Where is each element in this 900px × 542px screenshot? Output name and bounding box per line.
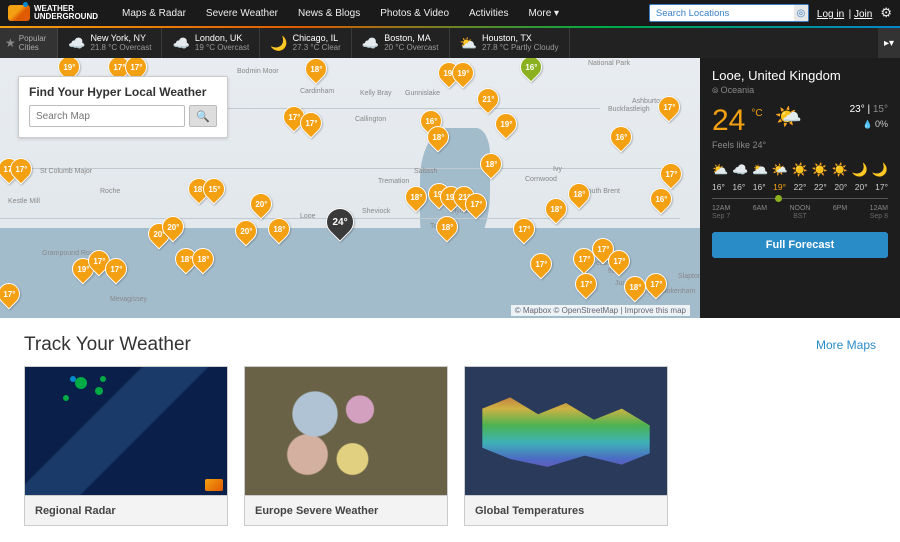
- map-attribution: © Mapbox © OpenStreetMap | Improve this …: [511, 305, 690, 316]
- city-houston-tx[interactable]: ⛅Houston, TX27.8 °C Partly Cloudy: [450, 28, 570, 58]
- panel-location: Looe, United Kingdom: [712, 68, 888, 83]
- card-label: Regional Radar: [24, 496, 228, 526]
- local-title: Find Your Hyper Local Weather: [29, 85, 217, 99]
- timeline[interactable]: [712, 198, 888, 199]
- town-label: Gunnislake: [405, 90, 440, 97]
- login-link[interactable]: Log in: [817, 9, 844, 20]
- temp-pin[interactable]: 16°: [605, 121, 636, 152]
- city-chicago-il[interactable]: 🌙Chicago, IL27.3 °C Clear: [260, 28, 352, 58]
- star-icon: ★: [5, 36, 16, 50]
- cities-next-icon[interactable]: ▸▾: [878, 28, 900, 58]
- card-label: Global Temperatures: [464, 496, 668, 526]
- town-label: Ivy: [553, 166, 562, 173]
- nav-news-blogs[interactable]: News & Blogs: [288, 8, 370, 19]
- precip: 0%: [850, 119, 888, 129]
- town-label: Kestle Mill: [8, 198, 40, 205]
- logo-icon: [8, 5, 30, 21]
- temp-pin[interactable]: 18°: [563, 178, 594, 209]
- temp-pin[interactable]: 17°: [653, 91, 684, 122]
- nav-severe-weather[interactable]: Severe Weather: [196, 8, 288, 19]
- card-regional-radar[interactable]: Regional Radar: [24, 366, 228, 526]
- improve-map-link[interactable]: Improve this map: [625, 306, 686, 315]
- current-temp: 24: [712, 104, 745, 138]
- card-image: [464, 366, 668, 496]
- nav-activities[interactable]: Activities: [459, 8, 518, 19]
- join-link[interactable]: Join: [854, 9, 872, 20]
- main-nav: Maps & RadarSevere WeatherNews & BlogsPh…: [112, 8, 569, 19]
- track-title: Track Your Weather: [24, 334, 191, 356]
- town-label: Sheviock: [362, 208, 390, 215]
- town-label: Roche: [100, 188, 120, 195]
- hourly-icons: ⛅☁️🌥️🌤️☀️☀️☀️🌙🌙: [712, 162, 888, 178]
- osm-link[interactable]: © OpenStreetMap: [554, 306, 619, 315]
- card-global-temperatures[interactable]: Global Temperatures: [464, 366, 668, 526]
- card-europe-severe-weather[interactable]: Europe Severe Weather: [244, 366, 448, 526]
- panel-current: 24 °C 🌤️ 23° | 15° 0%: [712, 104, 888, 138]
- search-map-button[interactable]: 🔍: [189, 105, 217, 127]
- town-label: Looe: [300, 213, 316, 220]
- logo[interactable]: WEATHERUNDERGROUND: [8, 5, 98, 21]
- popular-cities-label: ★ Popular Cities: [0, 28, 58, 58]
- city-boston-ma[interactable]: ☁️Boston, MA20 °C Overcast: [352, 28, 450, 58]
- time-labels: 12AM6AMNOON6PM12AM: [712, 205, 888, 212]
- hourly-temps: 16°16°16°19°22°22°20°20°17°: [712, 182, 888, 192]
- town-label: Mevagissey: [110, 296, 147, 303]
- weather-icon: ☁️: [362, 35, 379, 52]
- weather-icon: ⛅: [460, 35, 477, 52]
- card-image: [244, 366, 448, 496]
- town-label: Callington: [355, 116, 386, 123]
- mapbox-link[interactable]: © Mapbox: [515, 306, 552, 315]
- town-label: National Park: [588, 60, 630, 67]
- hi-lo: 23° | 15° 0%: [850, 104, 888, 129]
- town-label: Buckfastleigh: [608, 106, 650, 113]
- search-locations-input[interactable]: [650, 8, 794, 19]
- locate-icon[interactable]: ◎: [794, 5, 808, 21]
- more-maps-link[interactable]: More Maps: [816, 338, 876, 352]
- town-label: St Columb Major: [40, 168, 92, 175]
- map-cards: Regional Radar Europe Severe Weather Globa…: [24, 366, 876, 526]
- temp-pin[interactable]: 21°: [472, 83, 503, 114]
- temp-pin[interactable]: 17°: [655, 158, 686, 189]
- temp-pin[interactable]: 20°: [245, 188, 276, 219]
- town-label: Tremation: [378, 178, 409, 185]
- map[interactable]: Bodmin Moor Cardinham Kelly Bray Gunnislake…: [0, 58, 900, 318]
- town-label: Bodmin Moor: [237, 68, 279, 75]
- temp-unit: °C: [751, 108, 762, 119]
- town-label: Kelly Bray: [360, 90, 392, 97]
- weather-icon: ☁️: [172, 35, 189, 52]
- header: WEATHERUNDERGROUND Maps & RadarSevere We…: [0, 0, 900, 28]
- panel-region: Oceania: [712, 85, 888, 96]
- temp-pin[interactable]: 16°: [515, 58, 546, 83]
- temp-pin[interactable]: 19°: [490, 108, 521, 139]
- city-new-york-ny[interactable]: ☁️New York, NY21.8 °C Overcast: [58, 28, 162, 58]
- nav-photos-video[interactable]: Photos & Video: [370, 8, 459, 19]
- nav-maps-radar[interactable]: Maps & Radar: [112, 8, 196, 19]
- logo-text: WEATHERUNDERGROUND: [34, 5, 98, 21]
- track-section: Track Your Weather More Maps Regional Ra…: [0, 318, 900, 542]
- date-labels: Sep 7BSTSep 8: [712, 213, 888, 220]
- current-icon: 🌤️: [775, 104, 802, 130]
- town-label: Cornwood: [525, 176, 557, 183]
- temp-pin[interactable]: 18°: [300, 58, 331, 85]
- nav-more-[interactable]: More ▾: [518, 8, 569, 19]
- feels-like: Feels like 24°: [712, 140, 888, 150]
- town-label: Cardinham: [300, 88, 334, 95]
- town-label: Saltash: [414, 168, 437, 175]
- local-weather-box: Find Your Hyper Local Weather 🔍: [18, 76, 228, 138]
- weather-panel: Looe, United Kingdom Oceania 24 °C 🌤️ 23…: [700, 58, 900, 318]
- card-image: [24, 366, 228, 496]
- gear-icon[interactable]: ⚙: [880, 5, 892, 21]
- search-map-input[interactable]: [29, 105, 185, 127]
- popular-cities-bar: ★ Popular Cities ☁️New York, NY21.8 °C O…: [0, 28, 900, 58]
- city-london-uk[interactable]: ☁️London, UK19 °C Overcast: [162, 28, 260, 58]
- weather-icon: 🌙: [270, 35, 287, 52]
- temp-pin[interactable]: 18°: [540, 193, 571, 224]
- auth-links: Log in | Join: [817, 4, 872, 22]
- header-right: ◎ Log in | Join ⚙: [649, 4, 892, 22]
- town-label: Slapton: [678, 273, 702, 280]
- search-locations[interactable]: ◎: [649, 4, 809, 22]
- weather-icon: ☁️: [68, 35, 85, 52]
- card-label: Europe Severe Weather: [244, 496, 448, 526]
- full-forecast-button[interactable]: Full Forecast: [712, 232, 888, 258]
